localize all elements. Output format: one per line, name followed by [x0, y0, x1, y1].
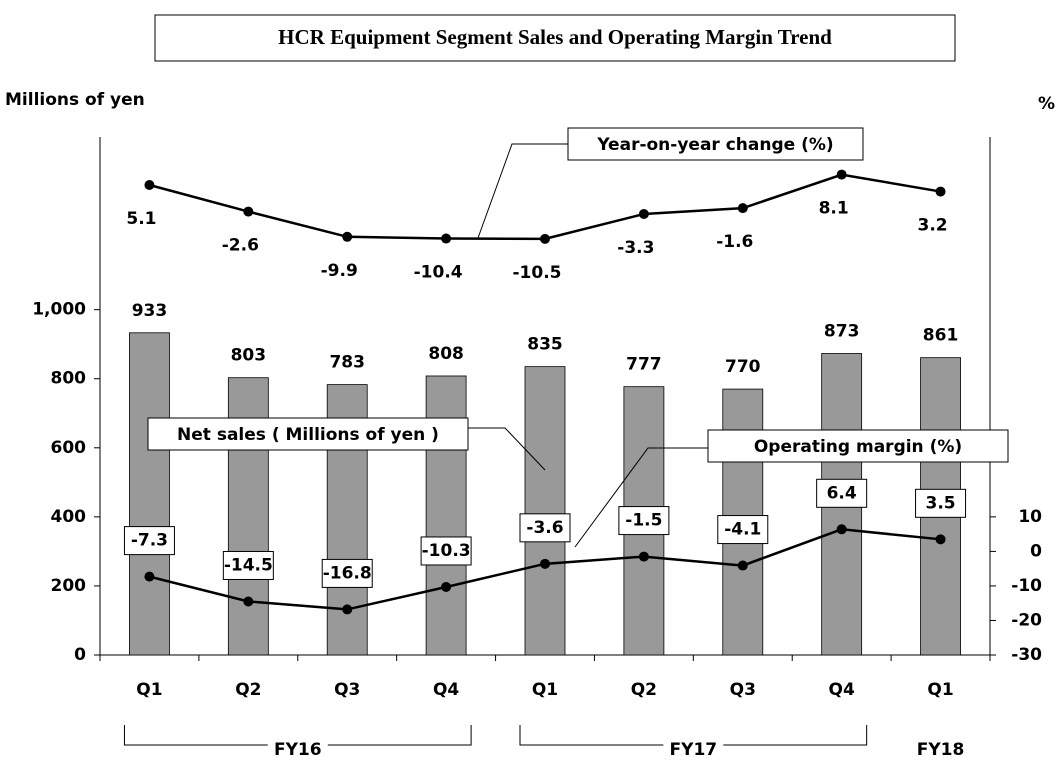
- value-label-box: [915, 488, 967, 518]
- line-value-label: -10.3: [422, 541, 471, 561]
- x-tick-label: Q2: [631, 680, 657, 700]
- value-label-box: [321, 558, 373, 588]
- marker: [737, 560, 748, 571]
- y-tick-label: 400: [51, 507, 87, 527]
- y-tick-label: 1,000: [32, 300, 86, 320]
- bar: [524, 366, 566, 656]
- marker: [540, 558, 550, 569]
- group-label-bg: [910, 735, 971, 757]
- leader-line: [574, 447, 708, 548]
- group-label: FY17: [670, 740, 718, 760]
- marker: [540, 233, 550, 244]
- y-tick-label: 200: [51, 576, 87, 596]
- group-label-bg: [663, 735, 724, 757]
- x-tick-label: Q2: [235, 680, 261, 700]
- line-value-label: -4.1: [724, 520, 761, 540]
- line-value-label: -1.5: [625, 511, 662, 531]
- x-tick-label: Q4: [433, 680, 459, 700]
- line-value-label: 3.2: [917, 216, 947, 236]
- y2-tick-label: 0: [1030, 541, 1042, 561]
- line-value-label: -14.5: [224, 555, 273, 575]
- bar-value-label: 803: [231, 346, 267, 366]
- y2-tick-label: -30: [1011, 645, 1042, 665]
- line-value-label: -7.3: [131, 531, 168, 551]
- marker: [836, 169, 847, 180]
- bar-value-label: 777: [626, 355, 662, 375]
- x-tick-label: Q1: [927, 680, 953, 700]
- marker: [638, 551, 649, 562]
- group-label-bg: [267, 735, 328, 757]
- line-value-label: -2.6: [222, 236, 259, 256]
- marker: [737, 203, 748, 214]
- marker: [342, 231, 353, 242]
- bar-value-label: 861: [923, 326, 959, 346]
- marker: [441, 581, 452, 592]
- line-value-label: 5.1: [126, 209, 156, 229]
- legend-box: [707, 429, 1009, 463]
- line-value-label: -10.5: [513, 263, 562, 283]
- legend-box: [567, 127, 864, 161]
- value-label-box: [123, 526, 175, 556]
- legend-box: [147, 417, 469, 451]
- group-label: FY18: [917, 740, 965, 760]
- value-label-box: [519, 513, 571, 543]
- leader-line: [477, 143, 568, 239]
- leader-line: [468, 427, 546, 471]
- line-value-label: -10.4: [414, 263, 463, 283]
- value-label-box: [816, 478, 868, 508]
- group-label: FY16: [274, 740, 322, 760]
- legend-label: Operating margin (%): [754, 437, 962, 457]
- bar: [129, 332, 170, 656]
- x-tick-label: Q4: [829, 680, 855, 700]
- bar-value-label: 835: [527, 335, 563, 355]
- value-label-box: [222, 550, 274, 580]
- y-axis-label: Millions of yen: [5, 90, 145, 110]
- x-tick-label: Q3: [730, 680, 756, 700]
- marker: [935, 186, 946, 197]
- marker: [243, 596, 254, 607]
- line-value-label: -9.9: [321, 261, 358, 281]
- title-box: [154, 14, 956, 62]
- x-tick-label: Q3: [334, 680, 360, 700]
- bar-value-label: 873: [824, 322, 860, 342]
- line-value-label: -3.6: [526, 518, 563, 538]
- line-value-label: -16.8: [323, 563, 372, 583]
- marker: [144, 571, 155, 582]
- value-label-box: [618, 506, 670, 536]
- marker: [441, 233, 452, 244]
- y2-tick-label: 10: [1018, 507, 1042, 527]
- marker: [638, 209, 649, 220]
- legend-label: Net sales ( Millions of yen ): [177, 425, 439, 445]
- y2-tick-label: -10: [1011, 576, 1042, 596]
- line-value-label: 3.5: [925, 493, 955, 513]
- y-tick-label: 0: [74, 645, 86, 665]
- y2-tick-label: -20: [1011, 610, 1042, 630]
- value-label-box: [717, 515, 769, 545]
- y-tick-label: 800: [51, 369, 87, 389]
- value-label-box: [420, 536, 472, 566]
- bar-value-label: 933: [132, 301, 168, 321]
- marker: [935, 534, 946, 545]
- legend-label: Year-on-year change (%): [596, 135, 833, 155]
- line-value-label: -3.3: [617, 238, 654, 258]
- line-value-label: 8.1: [819, 199, 849, 219]
- marker: [836, 524, 847, 535]
- x-tick-label: Q1: [532, 680, 558, 700]
- bar-value-label: 770: [725, 357, 761, 377]
- marker: [243, 206, 254, 217]
- bar-value-label: 808: [428, 344, 464, 364]
- marker: [342, 604, 353, 615]
- x-tick-label: Q1: [136, 680, 162, 700]
- chart-title: HCR Equipment Segment Sales and Operatin…: [278, 25, 832, 49]
- line-value-label: -1.6: [716, 232, 753, 252]
- marker: [144, 180, 155, 191]
- bar-value-label: 783: [329, 353, 365, 373]
- y-tick-label: 600: [51, 438, 87, 458]
- y2-axis-label: %: [1038, 94, 1055, 114]
- line-value-label: 6.4: [827, 483, 857, 503]
